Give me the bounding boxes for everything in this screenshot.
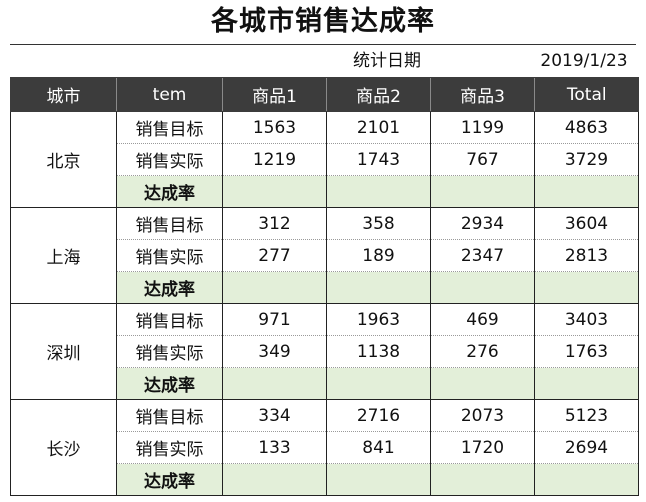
rate-row: 达成率: [11, 463, 639, 496]
header-cell-product3[interactable]: 商品3: [430, 77, 535, 112]
table-row: 销售实际 349 1138 276 1763: [11, 335, 639, 368]
table-row: 销售实际 277 189 2347 2813: [11, 239, 639, 272]
value-cell[interactable]: 358: [326, 207, 431, 240]
total-cell[interactable]: 3403: [534, 303, 639, 336]
rate-row: 达成率: [11, 271, 639, 304]
city-cell[interactable]: 长沙: [10, 399, 117, 496]
rate-label-cell[interactable]: 达成率: [116, 463, 223, 496]
value-cell[interactable]: 1199: [430, 111, 535, 144]
value-cell[interactable]: 133: [222, 431, 327, 464]
row-label-cell[interactable]: 销售实际: [116, 431, 223, 464]
city-cell[interactable]: 北京: [10, 111, 117, 208]
total-cell[interactable]: 3604: [534, 207, 639, 240]
value-cell[interactable]: 1963: [326, 303, 431, 336]
page-title: 各城市销售达成率: [211, 6, 435, 37]
value-cell[interactable]: 469: [430, 303, 535, 336]
value-cell[interactable]: 971: [222, 303, 327, 336]
row-label-cell[interactable]: 销售目标: [116, 207, 223, 240]
value-cell[interactable]: 189: [326, 239, 431, 272]
sales-table: 城市 tem 商品1 商品2 商品3 Total 北京 销售目标 1563 21…: [10, 77, 639, 496]
value-cell[interactable]: 1563: [222, 111, 327, 144]
rate-value-cell[interactable]: [222, 175, 327, 208]
value-cell[interactable]: 2073: [430, 399, 535, 432]
total-cell[interactable]: 5123: [534, 399, 639, 432]
value-cell[interactable]: 312: [222, 207, 327, 240]
rate-value-cell[interactable]: [430, 367, 535, 400]
value-cell[interactable]: 2101: [326, 111, 431, 144]
total-cell[interactable]: 4863: [534, 111, 639, 144]
city-cell[interactable]: 深圳: [10, 303, 117, 400]
rate-label-cell[interactable]: 达成率: [116, 367, 223, 400]
value-cell[interactable]: 1138: [326, 335, 431, 368]
row-label-cell[interactable]: 销售目标: [116, 399, 223, 432]
table-row: 销售实际 1219 1743 767 3729: [11, 143, 639, 176]
header-row: 城市 tem 商品1 商品2 商品3 Total: [10, 77, 639, 112]
value-cell[interactable]: 1720: [430, 431, 535, 464]
value-cell[interactable]: 334: [222, 399, 327, 432]
row-label-cell[interactable]: 销售实际: [116, 335, 223, 368]
header-cell-city[interactable]: 城市: [10, 77, 117, 112]
rate-value-cell[interactable]: [534, 271, 639, 304]
city-cell[interactable]: 上海: [10, 207, 117, 304]
rate-value-cell[interactable]: [222, 367, 327, 400]
rate-value-cell[interactable]: [430, 463, 535, 496]
total-cell[interactable]: 2813: [534, 239, 639, 272]
rate-value-cell[interactable]: [326, 175, 431, 208]
value-cell[interactable]: 841: [326, 431, 431, 464]
value-cell[interactable]: 1743: [326, 143, 431, 176]
rate-row: 达成率: [11, 175, 639, 208]
header-cell-item[interactable]: tem: [116, 77, 223, 112]
rate-value-cell[interactable]: [430, 271, 535, 304]
rate-value-cell[interactable]: [326, 367, 431, 400]
rate-value-cell[interactable]: [534, 175, 639, 208]
table-row: 上海 销售目标 312 358 2934 3604: [10, 207, 639, 304]
rate-value-cell[interactable]: [430, 175, 535, 208]
rate-row: 达成率: [11, 367, 639, 400]
rate-value-cell[interactable]: [222, 463, 327, 496]
value-cell[interactable]: 767: [430, 143, 535, 176]
value-cell[interactable]: 2934: [430, 207, 535, 240]
value-cell[interactable]: 276: [430, 335, 535, 368]
row-label-cell[interactable]: 销售实际: [116, 143, 223, 176]
row-label-cell[interactable]: 销售目标: [116, 111, 223, 144]
row-label-cell[interactable]: 销售目标: [116, 303, 223, 336]
table-row: 长沙 销售目标 334 2716 2073 5123: [10, 399, 639, 496]
rate-value-cell[interactable]: [534, 367, 639, 400]
value-cell[interactable]: 1219: [222, 143, 327, 176]
date-label: 统计日期: [353, 51, 421, 71]
header-cell-product1[interactable]: 商品1: [222, 77, 327, 112]
value-cell[interactable]: 349: [222, 335, 327, 368]
table-row: 销售实际 133 841 1720 2694: [11, 431, 639, 464]
value-cell[interactable]: 2347: [430, 239, 535, 272]
value-cell[interactable]: 2716: [326, 399, 431, 432]
value-cell[interactable]: 277: [222, 239, 327, 272]
table-row: 深圳 销售目标 971 1963 469 3403: [10, 303, 639, 400]
rate-value-cell[interactable]: [222, 271, 327, 304]
header-cell-product2[interactable]: 商品2: [326, 77, 431, 112]
rate-value-cell[interactable]: [326, 463, 431, 496]
rate-label-cell[interactable]: 达成率: [116, 175, 223, 208]
header-cell-total[interactable]: Total: [534, 77, 639, 112]
date-value[interactable]: 2019/1/23: [540, 51, 628, 71]
total-cell[interactable]: 2694: [534, 431, 639, 464]
row-label-cell[interactable]: 销售实际: [116, 239, 223, 272]
rate-value-cell[interactable]: [326, 271, 431, 304]
rate-value-cell[interactable]: [534, 463, 639, 496]
rate-label-cell[interactable]: 达成率: [116, 271, 223, 304]
title-divider: [10, 44, 636, 45]
total-cell[interactable]: 1763: [534, 335, 639, 368]
total-cell[interactable]: 3729: [534, 143, 639, 176]
table-row: 北京 销售目标 1563 2101 1199 4863: [10, 111, 639, 208]
